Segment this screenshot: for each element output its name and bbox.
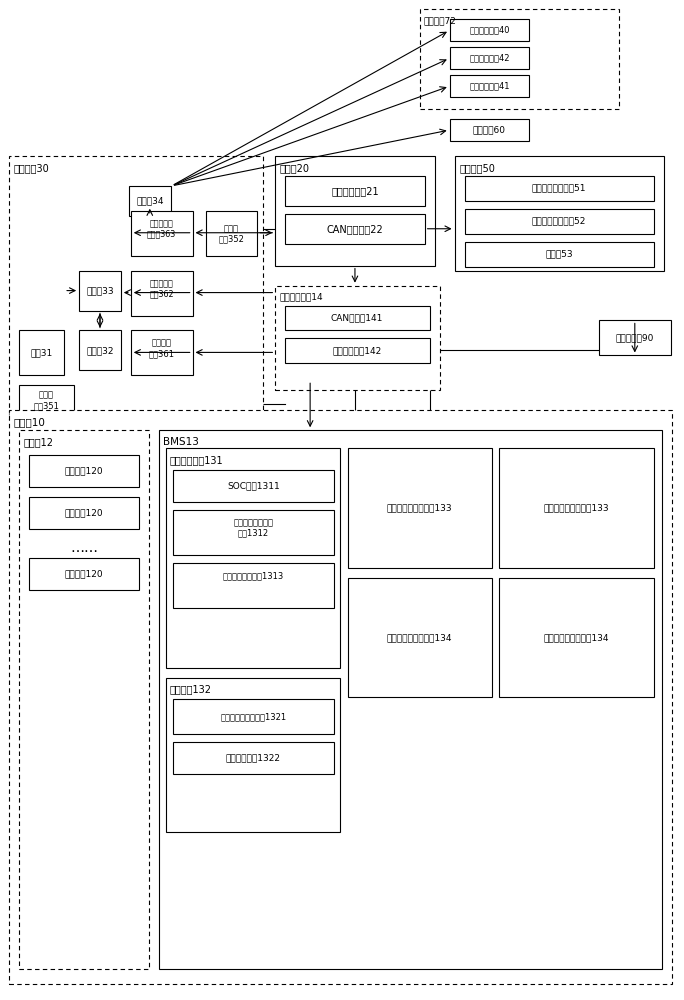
Bar [285, 176, 425, 206]
Text: CAN输出端141: CAN输出端141 [331, 313, 383, 322]
Text: 数据通信与传输模块134: 数据通信与传输模块134 [543, 633, 609, 642]
Text: 电量均衡及控制模块133: 电量均衡及控制模块133 [387, 503, 453, 512]
Bar [455, 156, 663, 271]
Text: 数据通信与传输模块134: 数据通信与传输模块134 [387, 633, 452, 642]
Bar [172, 563, 334, 608]
Bar [79, 271, 121, 311]
Text: 转速传
感器351: 转速传 感器351 [34, 391, 59, 410]
Bar [129, 186, 171, 216]
Bar [19, 430, 149, 969]
Bar [172, 470, 334, 502]
Text: 离合器执行
机构362: 离合器执行 机构362 [149, 279, 174, 298]
Bar [599, 320, 670, 355]
Text: 电源线输出端142: 电源线输出端142 [332, 346, 382, 355]
Bar [275, 286, 440, 390]
Text: 检测模块132: 检测模块132 [170, 684, 212, 694]
Bar [449, 119, 529, 141]
Bar [464, 209, 654, 234]
Text: 移植组件60: 移植组件60 [473, 126, 506, 135]
Bar [449, 19, 529, 41]
Text: BMS13: BMS13 [163, 437, 198, 447]
Text: 输出端连接器14: 输出端连接器14 [279, 293, 323, 302]
Text: 转速传
感器352: 转速传 感器352 [218, 224, 244, 243]
Text: 机体状态显示模块52: 机体状态显示模块52 [532, 216, 586, 225]
Text: 电池单元120: 电池单元120 [65, 569, 103, 578]
Text: 变速箱32: 变速箱32 [86, 346, 114, 355]
Text: 电池组12: 电池组12 [23, 437, 53, 447]
Bar [449, 75, 529, 97]
Text: 电池单元120: 电池单元120 [65, 508, 103, 517]
Text: 控制器20: 控制器20 [279, 163, 309, 173]
Bar [166, 678, 340, 832]
Bar [159, 430, 661, 969]
Bar [166, 448, 340, 668]
Text: 驱动系统30: 驱动系统30 [14, 163, 49, 173]
Text: 电机31: 电机31 [30, 348, 53, 357]
Bar [172, 742, 334, 774]
Text: 电控单元模块21: 电控单元模块21 [331, 186, 379, 196]
Bar [29, 455, 139, 487]
Text: 输出轴34: 输出轴34 [136, 196, 163, 205]
Text: 电源适配器90: 电源适配器90 [616, 333, 654, 342]
Bar [499, 448, 654, 568]
Bar [172, 699, 334, 734]
Text: 充放电管理与控制
模块1312: 充放电管理与控制 模块1312 [233, 518, 274, 538]
Bar [29, 558, 139, 590]
Text: 电动执行
机构361: 电动执行 机构361 [148, 339, 174, 358]
Text: 控制单元模块131: 控制单元模块131 [170, 455, 224, 465]
Bar [19, 330, 64, 375]
Bar [420, 9, 619, 109]
Text: 绝缘检测模块1322: 绝缘检测模块1322 [226, 754, 281, 763]
Text: CAN通信模块22: CAN通信模块22 [326, 224, 383, 234]
Bar [206, 211, 257, 256]
Bar [285, 214, 425, 244]
Text: 数据采集与分析模块1321: 数据采集与分析模块1321 [220, 712, 287, 721]
Text: 电池信息显示模块51: 电池信息显示模块51 [532, 183, 586, 192]
Bar [131, 271, 193, 316]
Text: 电池箱10: 电池箱10 [14, 417, 45, 427]
Text: 行进组件72: 行进组件72 [423, 16, 456, 25]
Text: 电池单元120: 电池单元120 [65, 467, 103, 476]
Text: 换挡驱动执
行机构363: 换挡驱动执 行机构363 [147, 219, 176, 238]
Bar [449, 47, 529, 69]
Text: 显示屏53: 显示屏53 [545, 249, 573, 258]
Text: 行进传动机构42: 行进传动机构42 [469, 54, 510, 63]
Bar [285, 338, 430, 363]
Bar [79, 330, 121, 370]
Text: 电量均衡及控制模块133: 电量均衡及控制模块133 [543, 503, 609, 512]
Bar [348, 448, 492, 568]
Bar [499, 578, 654, 697]
Bar [29, 497, 139, 529]
Bar [131, 330, 193, 375]
Bar [275, 156, 434, 266]
Bar [464, 176, 654, 201]
Bar [464, 242, 654, 267]
Text: 机械传动机构40: 机械传动机构40 [469, 26, 510, 35]
Bar [10, 156, 263, 420]
Text: 离合器33: 离合器33 [86, 286, 114, 295]
Bar [348, 578, 492, 697]
Bar [172, 510, 334, 555]
Bar [10, 410, 672, 984]
Bar [285, 306, 430, 330]
Bar [131, 211, 193, 256]
Text: SOC模块1311: SOC模块1311 [227, 482, 280, 491]
Text: 热管理和控制模块1313: 热管理和控制模块1313 [223, 571, 284, 580]
Text: 移植传动机构41: 移植传动机构41 [469, 82, 510, 91]
Bar [19, 385, 74, 423]
Text: ……: …… [70, 541, 98, 555]
Text: 显示系统50: 显示系统50 [460, 163, 495, 173]
